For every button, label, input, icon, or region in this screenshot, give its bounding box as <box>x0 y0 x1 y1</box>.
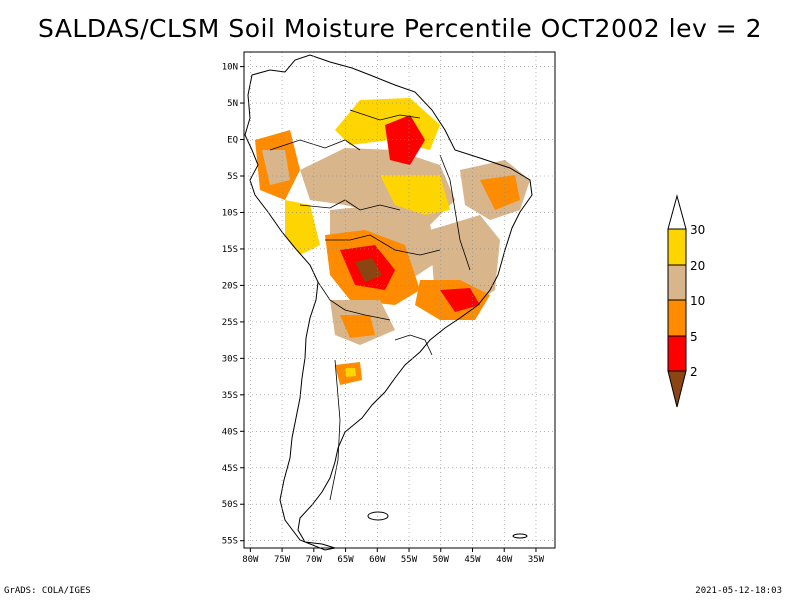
lat-label: 20S <box>222 281 238 291</box>
grid-lines <box>244 52 555 548</box>
colorbar: 30 20 10 5 2 <box>667 194 705 408</box>
colorbar-label-5: 5 <box>690 330 698 344</box>
lon-label: 45W <box>464 555 481 565</box>
colorbar-segment-above30 <box>667 194 687 230</box>
colorbar-label-2: 2 <box>690 365 698 379</box>
colorbar-label-20: 20 <box>690 259 705 273</box>
field-yellow-pampas <box>345 368 356 377</box>
lat-label: 40S <box>222 427 238 437</box>
lat-label: 50S <box>222 500 238 510</box>
colorbar-segment-10-20 <box>667 264 687 301</box>
lon-label: 55W <box>401 555 418 565</box>
colorbar-segment-20-30 <box>667 228 687 266</box>
colorbar-segment-5-10 <box>667 299 687 337</box>
lon-label: 40W <box>496 555 513 565</box>
latitude-axis: 10N 5N EQ 5S 10S 15S 20S 25S 30S 35S 40S 45S 50S 55S <box>222 63 244 547</box>
colorbar-segment-2-5 <box>667 335 687 372</box>
field-red-southeast <box>440 288 480 312</box>
field-red-amazon-north <box>385 115 425 165</box>
lat-label: 25S <box>222 318 238 328</box>
lon-label: 35W <box>528 555 545 565</box>
lat-label: EQ <box>227 136 238 146</box>
lat-label: 5S <box>227 172 238 182</box>
lon-label: 80W <box>242 555 259 565</box>
country-borders <box>269 109 471 501</box>
footer-credit: GrADS: COLA/IGES <box>4 586 91 596</box>
field-brown-pantanal <box>355 258 382 282</box>
continent-outline <box>244 54 533 551</box>
map-title: SALDAS/CLSM Soil Moisture Percentile OCT… <box>37 14 762 43</box>
lat-label: 35S <box>222 391 238 401</box>
longitude-axis: 80W 75W 70W 65W 60W 55W 50W 45W 40W 35W <box>242 548 545 565</box>
lon-label: 75W <box>274 555 291 565</box>
south-georgia <box>512 533 528 539</box>
field-yellow-west <box>285 200 320 255</box>
lon-label: 50W <box>433 555 450 565</box>
lon-label: 65W <box>337 555 354 565</box>
map-frame <box>243 51 556 549</box>
lat-label: 15S <box>222 245 238 255</box>
footer-timestamp: 2021-05-12-18:03 <box>695 586 782 596</box>
lat-label: 10N <box>222 63 238 73</box>
field-yellow-central <box>380 175 450 215</box>
field-orange-northeast <box>480 175 520 210</box>
lat-label: 5N <box>227 99 238 109</box>
falkland-islands <box>367 511 389 521</box>
colorbar-label-30: 30 <box>690 223 705 237</box>
field-orange-south <box>340 315 375 338</box>
lon-label: 70W <box>306 555 323 565</box>
colorbar-label-10: 10 <box>690 294 705 308</box>
lat-label: 10S <box>222 208 238 218</box>
lat-label: 45S <box>222 464 238 474</box>
lon-label: 60W <box>369 555 386 565</box>
colorbar-segment-below2 <box>667 370 687 408</box>
lat-label: 30S <box>222 354 238 364</box>
lat-label: 55S <box>222 537 238 547</box>
